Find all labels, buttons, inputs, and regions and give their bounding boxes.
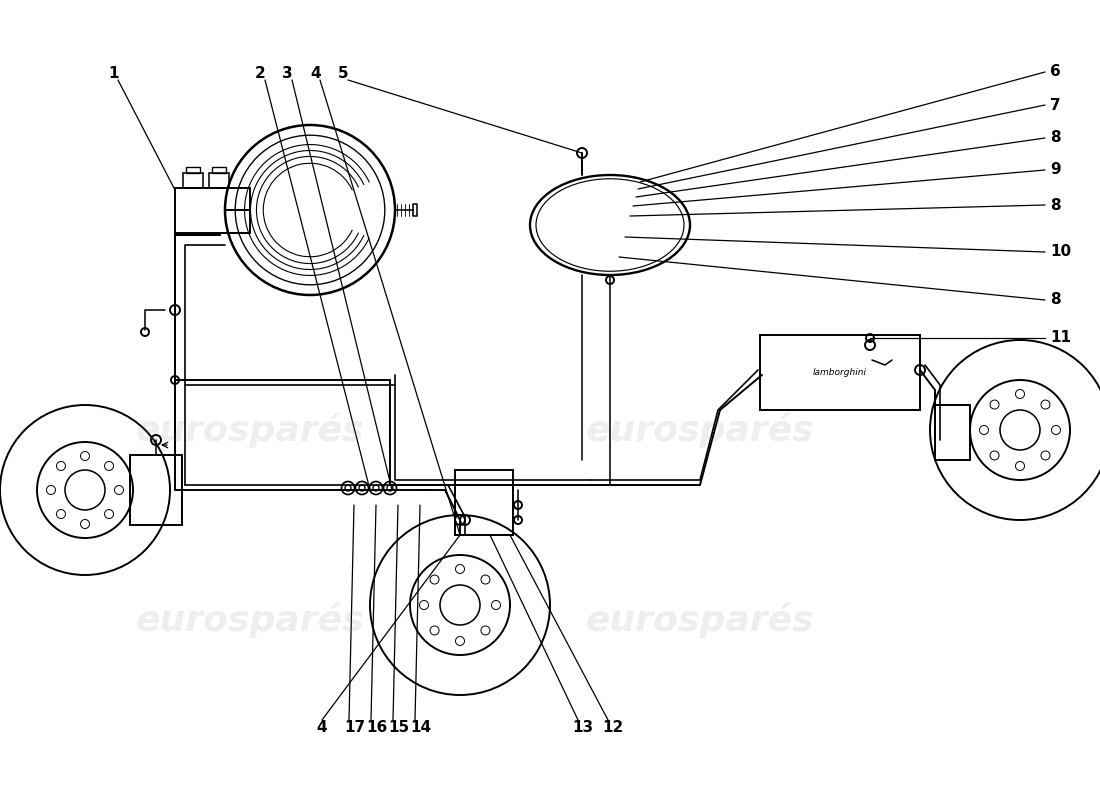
Text: 9: 9 (1050, 162, 1060, 178)
Text: 17: 17 (344, 721, 365, 735)
Text: 4: 4 (310, 66, 320, 82)
Bar (760, 335, 920, 410)
Bar (186, 166, 200, 173)
Text: 13: 13 (572, 721, 593, 735)
Text: 2: 2 (255, 66, 266, 82)
Text: 5: 5 (338, 66, 349, 82)
Bar (455, 470, 513, 535)
Text: 8: 8 (1050, 130, 1060, 146)
Bar (130, 455, 182, 525)
Bar (175, 187, 250, 233)
Text: 11: 11 (1050, 330, 1071, 346)
Text: 3: 3 (282, 66, 293, 82)
Text: 6: 6 (1050, 65, 1060, 79)
Text: 10: 10 (1050, 245, 1071, 259)
Text: 4: 4 (316, 721, 327, 735)
Text: 8: 8 (1050, 293, 1060, 307)
Bar (183, 173, 204, 187)
Bar (209, 173, 229, 187)
Text: eurosparés: eurosparés (585, 412, 814, 448)
Bar (212, 166, 226, 173)
Text: 12: 12 (602, 721, 624, 735)
Text: 15: 15 (388, 721, 409, 735)
Text: 16: 16 (366, 721, 387, 735)
Text: 1: 1 (108, 66, 119, 82)
Text: eurosparés: eurosparés (135, 602, 364, 638)
Text: 7: 7 (1050, 98, 1060, 113)
Text: eurosparés: eurosparés (585, 602, 814, 638)
Text: 8: 8 (1050, 198, 1060, 213)
Text: 14: 14 (410, 721, 431, 735)
Text: lamborghini: lamborghini (813, 368, 867, 377)
Bar (935, 405, 970, 460)
Text: eurosparés: eurosparés (135, 412, 364, 448)
